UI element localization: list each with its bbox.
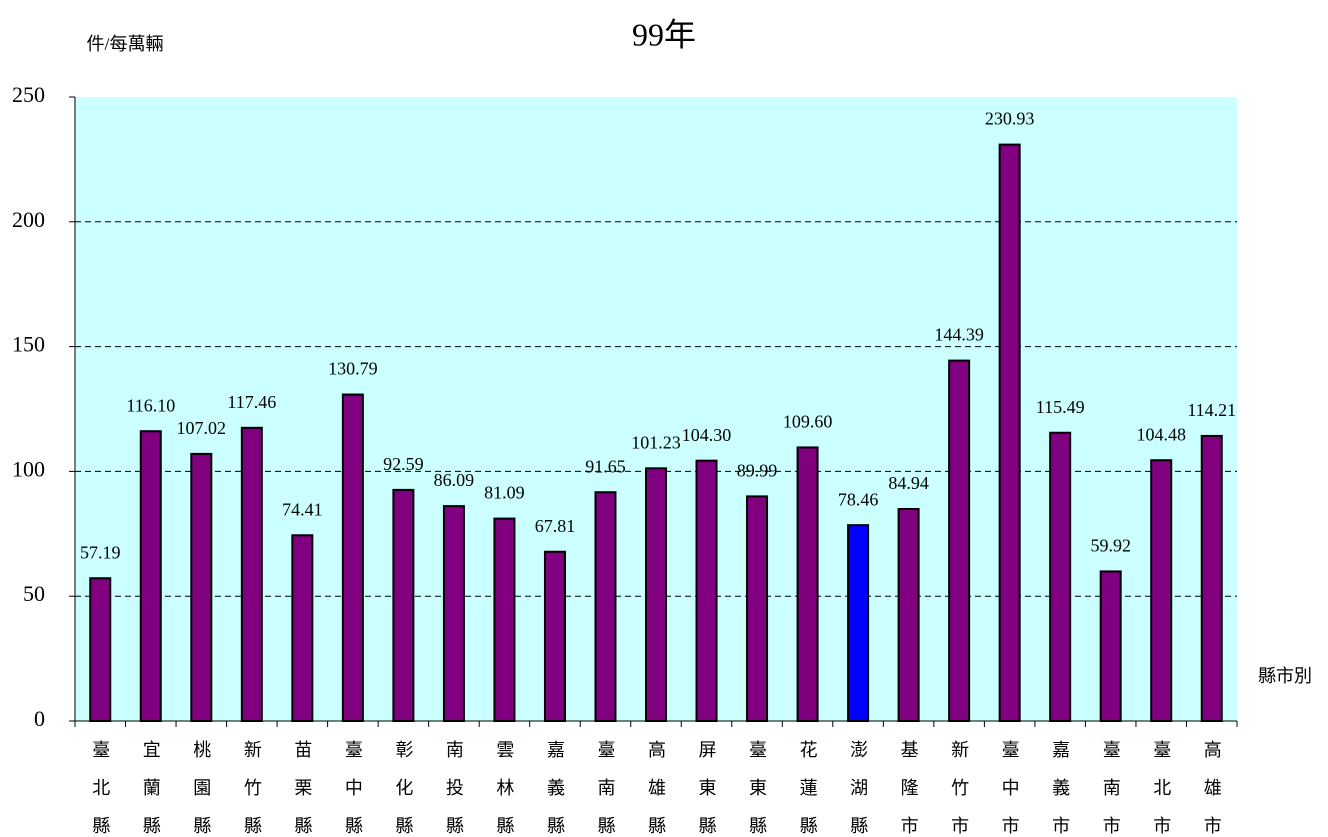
value-label: 74.41: [282, 499, 323, 519]
y-tick-label: 250: [12, 82, 45, 107]
bar: [746, 495, 769, 722]
bar: [89, 577, 112, 723]
bar: [1200, 434, 1223, 722]
value-label: 57.19: [80, 542, 121, 562]
x-tick-label: 臺中縣: [343, 740, 363, 837]
x-tick-label: 臺北縣: [90, 740, 110, 837]
value-label: 115.49: [1036, 397, 1085, 417]
value-label: 130.79: [328, 359, 378, 379]
x-tick-label: 桃園縣: [191, 740, 211, 837]
bar: [897, 507, 920, 722]
x-tick-label: 新竹縣: [242, 740, 262, 837]
chart-title: 99年: [632, 16, 696, 52]
x-tick-label: 嘉義縣: [545, 740, 565, 837]
y-tick-label: 150: [12, 332, 45, 357]
bar: [139, 430, 162, 722]
x-tick-label: 臺北市: [1151, 740, 1171, 837]
x-tick-label: 臺南縣: [595, 740, 615, 837]
bar: [847, 524, 870, 722]
value-label: 67.81: [535, 516, 576, 536]
y-axis-label: 件/每萬輛: [86, 34, 163, 54]
value-label: 230.93: [985, 109, 1035, 129]
x-tick-label: 高雄市: [1202, 740, 1222, 837]
x-tick-label: 彰化縣: [393, 740, 413, 837]
bar: [998, 143, 1021, 723]
x-tick-label: 苗栗縣: [292, 740, 312, 837]
value-label: 91.65: [585, 456, 626, 476]
bar: [240, 426, 263, 722]
x-tick-label: 南投縣: [444, 740, 464, 837]
x-tick-label: 花蓮縣: [798, 740, 818, 837]
bar: [543, 550, 566, 722]
y-tick-label: 0: [34, 706, 45, 731]
x-tick-label: 基隆市: [899, 740, 919, 837]
value-label: 104.48: [1136, 424, 1186, 444]
value-label: 84.94: [888, 473, 929, 493]
bar: [645, 467, 667, 722]
bar: [948, 359, 971, 722]
x-tick-label: 屏東縣: [697, 740, 717, 837]
x-tick-label: 臺東縣: [747, 740, 767, 837]
value-label: 101.23: [631, 432, 681, 452]
value-label: 92.59: [383, 454, 424, 474]
bar: [392, 488, 415, 722]
x-tick-label: 宜蘭縣: [141, 740, 161, 837]
x-tick-label: 新竹市: [949, 740, 969, 837]
value-label: 59.92: [1090, 536, 1131, 556]
bar: [1150, 459, 1173, 722]
value-label: 89.99: [737, 461, 778, 481]
bar: [442, 505, 465, 722]
value-label: 109.60: [783, 412, 833, 432]
value-label: 144.39: [934, 325, 984, 345]
value-label: 116.10: [126, 395, 175, 415]
x-tick-label: 雲林縣: [494, 740, 514, 837]
x-tick-label: 臺中市: [1000, 740, 1020, 837]
value-label: 117.46: [227, 392, 276, 412]
bar: [1099, 570, 1122, 723]
bar: [695, 459, 718, 722]
value-label: 81.09: [484, 483, 525, 503]
y-tick-label: 100: [12, 456, 45, 481]
bar: [796, 446, 819, 722]
value-label: 86.09: [434, 470, 475, 490]
bar: [594, 491, 617, 723]
value-label: 114.21: [1187, 400, 1236, 420]
bar: [341, 393, 364, 722]
x-tick-label: 嘉義市: [1050, 740, 1070, 837]
bar: [190, 452, 213, 722]
x-tick-label: 澎湖縣: [848, 740, 868, 837]
x-tick-label: 高雄縣: [646, 740, 666, 837]
y-tick-label: 50: [23, 581, 45, 606]
value-label: 104.30: [682, 425, 732, 445]
x-axis-label: 縣市別: [1258, 666, 1312, 686]
value-label: 78.46: [838, 489, 879, 509]
bar: [291, 534, 314, 722]
y-tick-label: 200: [12, 207, 45, 232]
value-label: 107.02: [177, 418, 227, 438]
bar: [493, 517, 516, 722]
bar: [1049, 431, 1072, 722]
x-tick-label: 臺南市: [1101, 740, 1121, 837]
